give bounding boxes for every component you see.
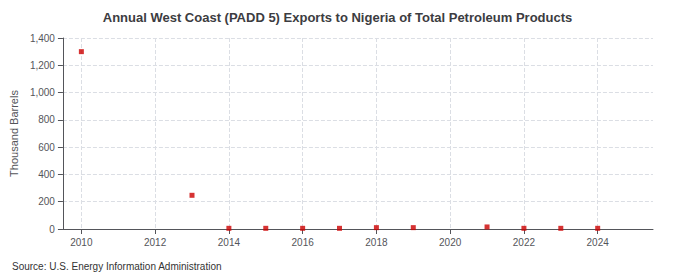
svg-text:0: 0 xyxy=(49,224,55,235)
svg-text:2020: 2020 xyxy=(439,237,462,248)
svg-text:2010: 2010 xyxy=(70,237,93,248)
svg-text:Source: U.S. Energy Informatio: Source: U.S. Energy Information Administ… xyxy=(12,261,222,272)
svg-text:600: 600 xyxy=(38,142,55,153)
svg-text:Thousand Barrels: Thousand Barrels xyxy=(8,90,20,177)
svg-text:800: 800 xyxy=(38,114,55,125)
svg-text:2012: 2012 xyxy=(144,237,167,248)
svg-text:1,400: 1,400 xyxy=(30,33,55,44)
svg-text:200: 200 xyxy=(38,196,55,207)
svg-text:2014: 2014 xyxy=(218,237,241,248)
svg-text:1,200: 1,200 xyxy=(30,60,55,71)
svg-text:2016: 2016 xyxy=(292,237,315,248)
svg-text:2018: 2018 xyxy=(365,237,388,248)
svg-text:Annual West Coast (PADD 5) Exp: Annual West Coast (PADD 5) Exports to Ni… xyxy=(103,10,573,25)
svg-text:2024: 2024 xyxy=(587,237,610,248)
svg-text:2022: 2022 xyxy=(513,237,536,248)
svg-text:1,000: 1,000 xyxy=(30,87,55,98)
svg-text:400: 400 xyxy=(38,169,55,180)
